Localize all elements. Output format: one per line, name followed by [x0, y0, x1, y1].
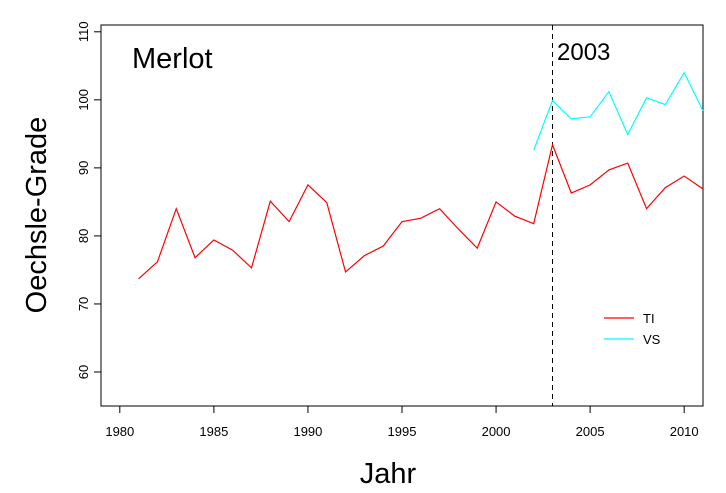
- x-tick-label: 2000: [482, 424, 511, 439]
- x-axis-title: Jahr: [360, 458, 417, 490]
- x-tick-label: 2005: [576, 424, 605, 439]
- legend-label: TI: [643, 311, 655, 326]
- x-tick-label: 1985: [199, 424, 228, 439]
- y-tick-label: 110: [76, 21, 91, 42]
- y-tick-label: 60: [76, 365, 91, 379]
- y-tick-label: 70: [76, 297, 91, 311]
- annotation: 2003: [557, 39, 610, 66]
- y-axis-title: Oechsle-Grade: [21, 117, 53, 314]
- series-line: [138, 142, 704, 280]
- x-tick-label: 1980: [105, 424, 134, 439]
- y-tick-label: 80: [76, 229, 91, 243]
- legend-label: VS: [643, 332, 661, 347]
- series-line: [533, 71, 704, 151]
- y-tick-label: 100: [76, 89, 91, 111]
- x-tick-label: 1995: [388, 424, 417, 439]
- annotation: Merlot: [132, 43, 213, 75]
- plot-box: [100, 24, 704, 407]
- y-tick-label: 90: [76, 161, 91, 175]
- x-tick-label: 1990: [293, 424, 322, 439]
- x-tick-label: 2010: [670, 424, 699, 439]
